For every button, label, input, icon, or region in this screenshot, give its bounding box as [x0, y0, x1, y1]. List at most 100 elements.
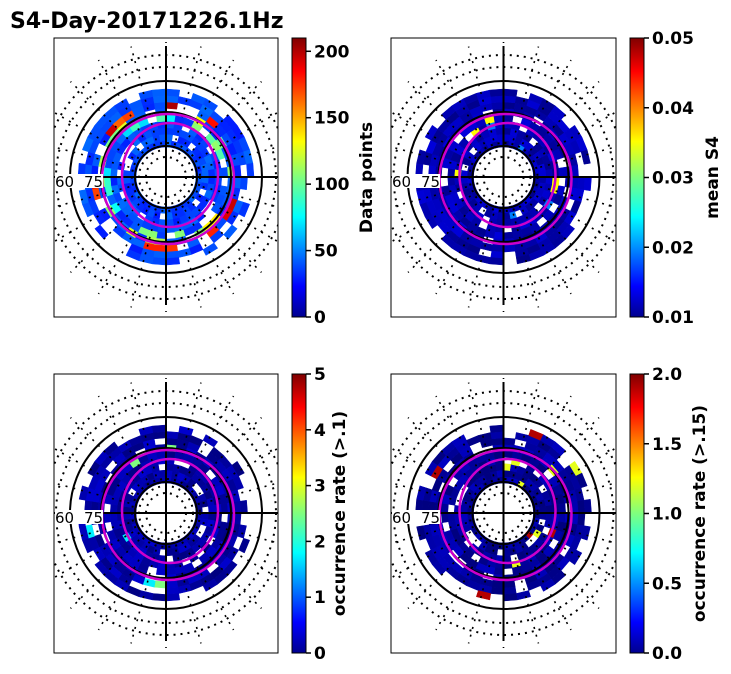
- latitude-label-box: [392, 510, 440, 524]
- heatmap-cell: [152, 250, 167, 259]
- heatmap-cell: [94, 560, 109, 576]
- dotted-meridian: [407, 197, 483, 274]
- heatmap-cell: [112, 225, 126, 239]
- heatmap-cell: [152, 95, 167, 104]
- dotted-meridian: [517, 538, 572, 631]
- heatmap-cell: [94, 224, 109, 240]
- colorbar-tick-label: 0.04: [652, 99, 694, 119]
- dotted-meridian: [172, 382, 202, 485]
- heatmap-cell: [165, 133, 173, 142]
- heatmap-cell: [165, 101, 179, 110]
- heatmap-cell: [583, 498, 592, 514]
- colorbar-label: Data points: [357, 122, 377, 233]
- heatmap-cell: [424, 549, 438, 566]
- dotted-meridian: [391, 183, 475, 208]
- dotted-meridian: [194, 183, 278, 208]
- heatmap-cell: [165, 586, 180, 595]
- heatmap-cell: [491, 580, 504, 589]
- colorbar: 0.0 0.5 1.0 1.5 2.0 occurrence rate (>.15): [629, 365, 710, 664]
- dotted-meridian: [191, 527, 278, 579]
- heatmap-cell: [558, 166, 566, 178]
- heatmap-cell: [165, 593, 181, 602]
- heatmap-cell: [246, 162, 255, 178]
- heatmap-cell: [165, 88, 181, 97]
- heatmap-cell: [489, 257, 504, 266]
- dotted-meridian: [54, 527, 141, 579]
- dotted-meridian: [69, 533, 146, 610]
- polar-plot: 60 75: [54, 378, 278, 648]
- heatmap-cell: [155, 231, 167, 240]
- heatmap-cell: [122, 170, 131, 178]
- dotted-meridian: [391, 519, 475, 544]
- heatmap-cell: [503, 95, 517, 104]
- heatmap-cell: [157, 127, 167, 135]
- magenta-oval-inner: [458, 121, 557, 229]
- heatmap-cell: [208, 168, 216, 178]
- heatmap-cell: [447, 512, 456, 523]
- dotted-meridian: [186, 533, 263, 610]
- dotted-meridian: [130, 382, 160, 485]
- heatmap-cell: [424, 124, 438, 141]
- heatmap-cell: [447, 176, 456, 187]
- heatmap-cell: [441, 512, 449, 524]
- heatmap-cell: [503, 450, 514, 459]
- colorbar-tick-label: 0.03: [652, 169, 694, 189]
- dotted-meridian: [172, 205, 202, 308]
- magenta-oval-inner: [120, 121, 220, 229]
- dotted-meridian: [529, 191, 616, 243]
- heatmap-cell: [580, 149, 591, 165]
- heatmap-cell: [159, 469, 167, 478]
- heatmap-cell: [165, 219, 175, 227]
- colorbar-label: mean S4: [703, 136, 723, 219]
- colorbar-tick-label: 100: [314, 175, 350, 195]
- dotted-meridian: [54, 183, 138, 208]
- heatmap-cell: [540, 578, 556, 592]
- heatmap-cell: [151, 88, 167, 97]
- heatmap-cell: [152, 431, 167, 440]
- dotted-meridian: [510, 46, 540, 149]
- polar-plot: 60 75: [391, 42, 616, 312]
- colorbar-tick-label: 0.0: [652, 644, 682, 664]
- dotted-meridian: [532, 183, 616, 208]
- heatmap-cell: [503, 88, 518, 97]
- heatmap-cell: [113, 98, 130, 112]
- heatmap-cell: [165, 450, 177, 459]
- heatmap-cell: [493, 567, 504, 576]
- heatmap-cell: [416, 485, 427, 501]
- heatmap-cell: [503, 580, 516, 589]
- dotted-meridian: [467, 382, 497, 485]
- dotted-meridian: [194, 146, 278, 171]
- dotted-meridian: [186, 197, 263, 274]
- heatmap-cell: [151, 424, 167, 433]
- heatmap-cell: [447, 167, 456, 178]
- colorbar-tick-label: 0: [314, 644, 326, 664]
- colorbar-tick-label: 0.5: [652, 574, 682, 594]
- heatmap-cell: [202, 578, 219, 592]
- heatmap-cell: [208, 176, 216, 186]
- latitude-label-75: 75: [421, 509, 440, 527]
- heatmap-cell: [503, 555, 512, 563]
- heatmap-cell: [491, 437, 504, 446]
- latitude-label-60: 60: [55, 509, 74, 527]
- heatmap-cell: [122, 176, 131, 184]
- heatmap-cell: [231, 460, 245, 477]
- dotted-meridian: [54, 482, 138, 507]
- colorbar-tick-label: 4: [314, 421, 326, 441]
- heatmap-cell: [490, 431, 504, 440]
- heatmap-cell: [545, 504, 554, 514]
- colorbar-gradient: [291, 373, 307, 654]
- colorbar-tick-label: 0: [314, 308, 326, 328]
- heatmap-cell: [202, 242, 219, 256]
- heatmap-cell: [238, 201, 251, 218]
- heatmap-cell: [239, 176, 248, 191]
- colorbar-label: occurrence rate (>.15): [690, 405, 710, 622]
- heatmap-cell: [220, 166, 229, 178]
- heatmap-cell: [489, 88, 504, 97]
- heatmap-cell: [165, 431, 180, 440]
- heatmap-cell: [159, 133, 167, 142]
- heatmap-cell: [491, 244, 504, 253]
- colorbar-tick-label: 1: [314, 588, 326, 608]
- heatmap-cell: [416, 525, 427, 541]
- heatmap-cell: [103, 166, 112, 178]
- heatmap-cell: [558, 502, 566, 514]
